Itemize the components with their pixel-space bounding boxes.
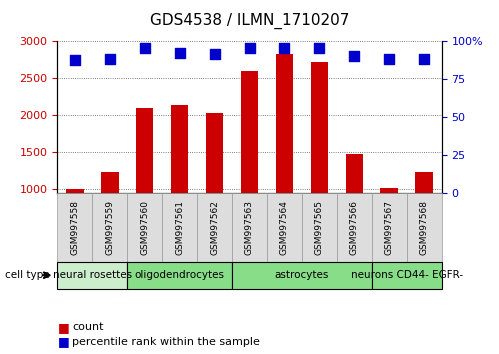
- Bar: [241, 71, 258, 263]
- Text: ■: ■: [57, 335, 69, 348]
- Text: GSM997564: GSM997564: [280, 200, 289, 255]
- Text: GSM997558: GSM997558: [70, 200, 79, 255]
- Bar: [101, 172, 119, 263]
- Text: GSM997565: GSM997565: [315, 200, 324, 255]
- Bar: [171, 104, 189, 263]
- Text: cell type: cell type: [5, 270, 49, 280]
- Point: [350, 53, 358, 59]
- Text: GDS4538 / ILMN_1710207: GDS4538 / ILMN_1710207: [150, 12, 349, 29]
- Point: [71, 58, 79, 63]
- Point: [211, 52, 219, 57]
- Point: [280, 46, 288, 51]
- Point: [176, 50, 184, 56]
- Bar: [380, 188, 398, 263]
- Text: GSM997561: GSM997561: [175, 200, 184, 255]
- Text: percentile rank within the sample: percentile rank within the sample: [72, 337, 260, 347]
- Point: [420, 56, 428, 62]
- Bar: [345, 154, 363, 263]
- Text: GSM997560: GSM997560: [140, 200, 149, 255]
- Text: oligodendrocytes: oligodendrocytes: [135, 270, 225, 280]
- Text: GSM997566: GSM997566: [350, 200, 359, 255]
- Text: GSM997567: GSM997567: [385, 200, 394, 255]
- Bar: [136, 108, 154, 263]
- Text: count: count: [72, 322, 104, 332]
- Bar: [310, 62, 328, 263]
- Point: [106, 56, 114, 62]
- Bar: [275, 54, 293, 263]
- Bar: [415, 172, 433, 263]
- Text: ■: ■: [57, 321, 69, 334]
- Text: neurons CD44- EGFR-: neurons CD44- EGFR-: [351, 270, 463, 280]
- Point: [315, 46, 323, 51]
- Point: [141, 46, 149, 51]
- Text: astrocytes: astrocytes: [275, 270, 329, 280]
- Point: [385, 56, 393, 62]
- Text: GSM997559: GSM997559: [105, 200, 114, 255]
- Text: neural rosettes: neural rosettes: [53, 270, 132, 280]
- Text: GSM997562: GSM997562: [210, 200, 219, 255]
- Point: [246, 46, 253, 51]
- Bar: [206, 114, 224, 263]
- Text: GSM997563: GSM997563: [245, 200, 254, 255]
- Text: GSM997568: GSM997568: [420, 200, 429, 255]
- Bar: [66, 189, 84, 263]
